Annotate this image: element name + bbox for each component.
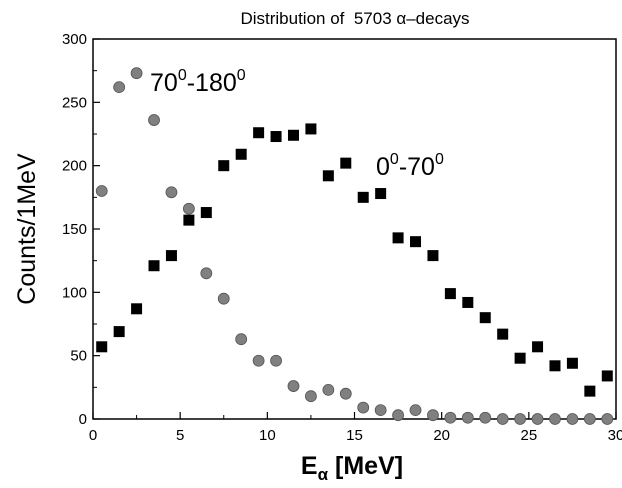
point-series-1	[270, 131, 282, 143]
point-series-0	[496, 413, 509, 425]
point-series-0	[95, 185, 108, 197]
y-tick-label: 100	[62, 284, 87, 301]
point-series-0	[165, 186, 178, 199]
point-series-1	[357, 191, 369, 203]
y-tick-label: 150	[62, 221, 87, 238]
point-series-1	[514, 352, 526, 364]
point-series-1	[218, 160, 230, 172]
point-series-1	[479, 312, 491, 324]
point-series-1	[601, 370, 613, 382]
y-axis-label: Counts/1MeV	[13, 153, 41, 305]
point-series-0	[601, 413, 614, 425]
x-tick-label: 5	[176, 427, 184, 444]
point-series-1	[566, 357, 578, 369]
point-series-0	[322, 383, 335, 396]
point-series-1	[392, 232, 404, 244]
y-axis-ticks: 0 50 100 150 200 250 300	[62, 31, 100, 428]
point-series-1	[305, 123, 317, 135]
point-series-1	[462, 296, 474, 308]
point-series-1	[427, 250, 439, 262]
point-series-0	[583, 413, 596, 425]
point-series-0	[549, 413, 561, 425]
point-series-1	[444, 288, 456, 300]
point-series-0	[461, 411, 474, 424]
point-series-1	[183, 214, 195, 226]
y-tick-label: 50	[70, 348, 87, 365]
point-series-0	[409, 404, 422, 417]
point-series-1	[410, 236, 422, 248]
point-series-0	[287, 380, 300, 392]
point-series-0	[392, 409, 404, 422]
point-series-1	[96, 341, 108, 353]
point-series-1	[148, 260, 160, 272]
point-series-0	[374, 404, 387, 417]
data-points	[95, 67, 614, 425]
point-series-0	[339, 387, 352, 400]
point-series-0	[235, 333, 248, 346]
y-tick-label: 200	[62, 158, 87, 175]
series-label-70-180: 700-1800	[150, 67, 246, 97]
x-tick-label: 10	[259, 427, 276, 444]
point-series-0	[148, 114, 160, 126]
point-series-1	[532, 341, 544, 353]
x-tick-label: 20	[433, 427, 450, 444]
point-series-0	[444, 411, 457, 424]
point-series-0	[479, 411, 492, 424]
point-series-1	[200, 207, 212, 219]
y-tick-label: 250	[62, 94, 87, 111]
point-series-0	[566, 413, 579, 425]
point-series-1	[165, 250, 177, 262]
point-series-0	[252, 354, 265, 367]
point-series-0	[514, 413, 527, 425]
point-series-0	[113, 81, 126, 94]
x-tick-label: 30	[608, 427, 622, 444]
point-series-1	[131, 303, 143, 315]
chart-title: Distribution of 5703 α–decays	[240, 9, 469, 28]
x-tick-label: 25	[520, 427, 537, 444]
point-series-0	[217, 292, 230, 305]
x-tick-label: 0	[89, 427, 97, 444]
point-series-1	[253, 127, 265, 139]
y-tick-label: 0	[79, 411, 87, 428]
point-series-0	[130, 67, 143, 80]
y-tick-label: 300	[62, 31, 87, 48]
point-series-0	[305, 390, 317, 403]
x-tick-label: 15	[346, 427, 363, 444]
point-series-1	[497, 328, 509, 340]
point-series-0	[357, 401, 370, 414]
point-series-1	[235, 148, 247, 160]
point-series-0	[427, 409, 439, 422]
point-series-1	[584, 385, 596, 397]
point-series-1	[340, 157, 352, 169]
point-series-0	[200, 267, 213, 280]
point-series-1	[322, 170, 334, 182]
x-axis-label: Eα [MeV]	[301, 452, 403, 484]
point-series-1	[375, 188, 387, 200]
point-series-0	[182, 202, 195, 215]
point-series-0	[270, 354, 282, 367]
series-label-0-70: 00-700	[376, 151, 444, 181]
point-series-1	[113, 326, 125, 338]
point-series-1	[287, 129, 299, 141]
point-series-1	[549, 360, 561, 372]
point-series-0	[531, 413, 544, 425]
